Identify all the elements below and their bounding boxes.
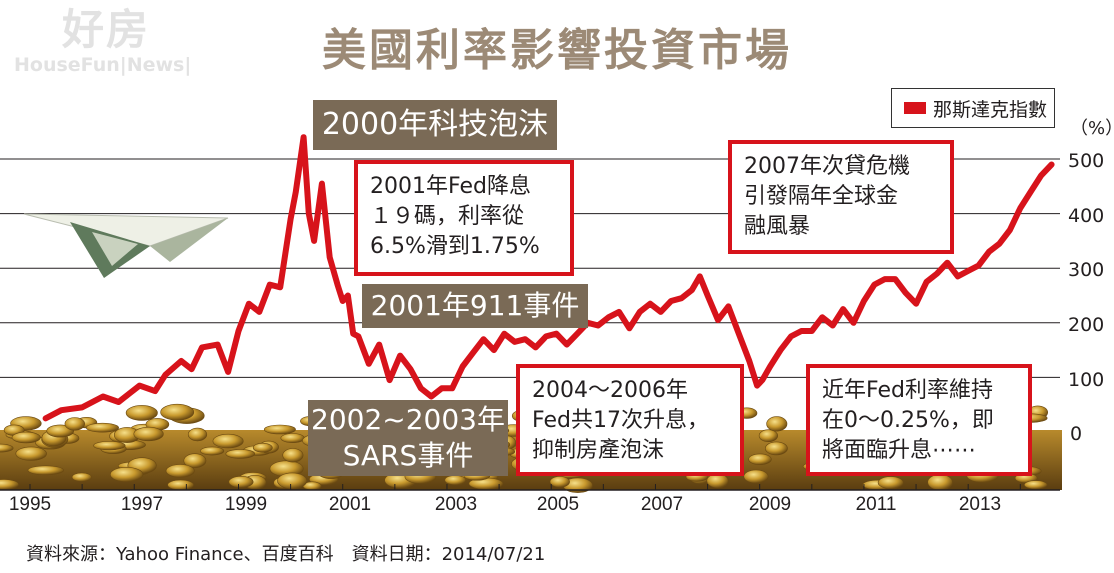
- y-tick-label-400: 400: [1068, 205, 1105, 227]
- x-tick-label-2003: 2003: [434, 494, 478, 515]
- x-tick-label-2005: 2005: [536, 494, 580, 515]
- coin: [165, 464, 195, 478]
- housefun-logo: 好房 HouseFun|News|: [14, 6, 240, 78]
- x-axis-ticks: [29, 484, 1021, 490]
- coin: [444, 475, 467, 486]
- coin: [927, 474, 953, 491]
- series-nasdaq: [42, 134, 1055, 422]
- series-line-0: [42, 134, 1055, 422]
- coin: [187, 427, 208, 442]
- coin: [15, 446, 47, 461]
- logo-main-text: 好房: [62, 5, 151, 54]
- y-tick-label-100: 100: [1068, 369, 1105, 391]
- coin: [11, 431, 41, 444]
- y-tick-label-0: 0: [1070, 423, 1083, 445]
- annotation-tech-bubble: 2000年科技泡沫: [313, 100, 557, 150]
- annotation-fed-hike: 2004～2006年 Fed共17次升息， 抑制房產泡沫: [516, 364, 744, 476]
- annotation-fed-cut: 2001年Fed降息 １９碼，利率從 6.5%滑到1.75%: [354, 160, 574, 276]
- coin: [200, 446, 225, 456]
- money-paper-plane-icon: [23, 213, 229, 278]
- coin: [282, 448, 304, 463]
- coin: [27, 465, 64, 476]
- legend: 那斯達克指數: [891, 88, 1055, 128]
- x-tick-label-2001: 2001: [328, 494, 372, 515]
- annotation-911: 2001年911事件: [362, 284, 588, 328]
- source-note: 資料來源：Yahoo Finance、百度百科 資料日期：2014/07/21: [26, 544, 546, 565]
- coin: [252, 442, 273, 453]
- coin: [71, 472, 92, 482]
- coin: [758, 429, 779, 443]
- coin: [748, 453, 772, 465]
- annotation-subprime: 2007年次貸危機 引發隔年全球金 融風暴: [728, 140, 954, 254]
- annotation-recent-rates: 近年Fed利率維持 在0～0.25%，即 將面臨升息⋯⋯: [806, 364, 1032, 476]
- logo-sub-text: HouseFun|News|: [14, 54, 192, 76]
- coin: [64, 417, 86, 431]
- coin: [280, 433, 305, 443]
- coin: [167, 479, 194, 491]
- legend-swatch: [904, 102, 926, 114]
- coin: [1023, 480, 1048, 490]
- legend-label: 那斯達克指數: [933, 98, 1048, 121]
- x-tick-label-2007: 2007: [640, 494, 684, 515]
- coin: [877, 476, 904, 489]
- coin: [263, 424, 296, 435]
- x-tick-label-2011: 2011: [855, 494, 897, 515]
- coin: [133, 426, 164, 442]
- x-tick-label-2013: 2013: [958, 494, 1002, 515]
- coin: [549, 476, 570, 488]
- chart-title: 美國利率影響投資市場: [322, 25, 792, 76]
- y-tick-label-500: 500: [1068, 150, 1105, 172]
- coin: [277, 472, 308, 489]
- x-tick-label-1995: 1995: [8, 494, 52, 515]
- coin: [212, 433, 244, 449]
- y-tick-label-300: 300: [1068, 259, 1105, 281]
- x-tick-label-2009: 2009: [748, 494, 792, 515]
- coin: [86, 422, 120, 433]
- x-tick-label-1997: 1997: [120, 494, 164, 515]
- y-axis-unit: （%）: [1070, 118, 1114, 139]
- y-tick-label-200: 200: [1068, 314, 1105, 336]
- coin: [110, 466, 144, 482]
- coin: [125, 405, 158, 421]
- coin: [228, 475, 254, 488]
- coin: [183, 453, 207, 469]
- coin: [766, 416, 788, 432]
- annotation-sars: 2002~2003年 SARS事件: [308, 400, 508, 476]
- coin: [743, 469, 769, 484]
- coin: [160, 403, 195, 421]
- coin: [225, 449, 256, 459]
- coin: [93, 441, 126, 451]
- coin: [765, 441, 788, 456]
- coin: [0, 443, 14, 453]
- x-tick-label-1999: 1999: [224, 494, 268, 515]
